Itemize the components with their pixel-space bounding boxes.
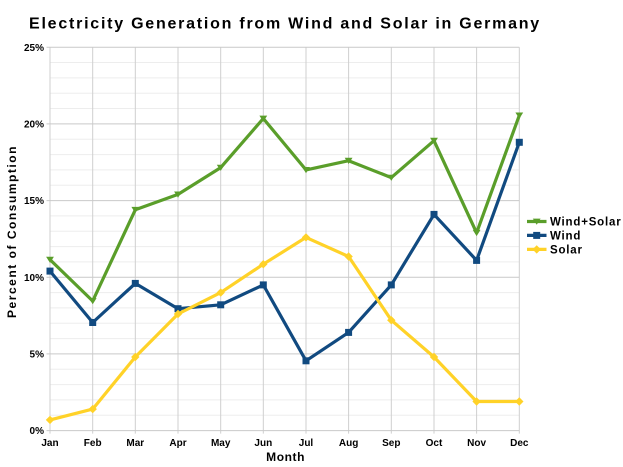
svg-text:Electricity Generation from Wi: Electricity Generation from Wind and Sol… <box>29 15 541 32</box>
svg-text:25%: 25% <box>24 43 44 54</box>
svg-text:0%: 0% <box>30 426 45 437</box>
svg-text:May: May <box>211 438 231 449</box>
svg-text:Percent of Consumption: Percent of Consumption <box>5 145 19 318</box>
svg-text:Wind: Wind <box>550 230 581 242</box>
svg-text:Mar: Mar <box>126 438 144 449</box>
svg-text:Nov: Nov <box>467 438 486 449</box>
svg-text:Jun: Jun <box>254 438 272 449</box>
svg-text:Oct: Oct <box>426 438 443 449</box>
svg-text:5%: 5% <box>30 350 45 361</box>
svg-text:10%: 10% <box>24 273 44 284</box>
svg-text:15%: 15% <box>24 196 44 207</box>
svg-text:Aug: Aug <box>339 438 358 449</box>
svg-text:20%: 20% <box>24 120 44 131</box>
svg-text:Sep: Sep <box>382 438 400 449</box>
svg-text:Jan: Jan <box>41 438 58 449</box>
svg-text:Solar: Solar <box>550 244 583 256</box>
svg-text:Feb: Feb <box>84 438 102 449</box>
svg-text:Month: Month <box>266 450 305 464</box>
svg-text:Wind+Solar: Wind+Solar <box>550 216 621 228</box>
svg-text:Apr: Apr <box>169 438 186 449</box>
svg-text:Dec: Dec <box>510 438 529 449</box>
svg-text:Jul: Jul <box>299 438 314 449</box>
